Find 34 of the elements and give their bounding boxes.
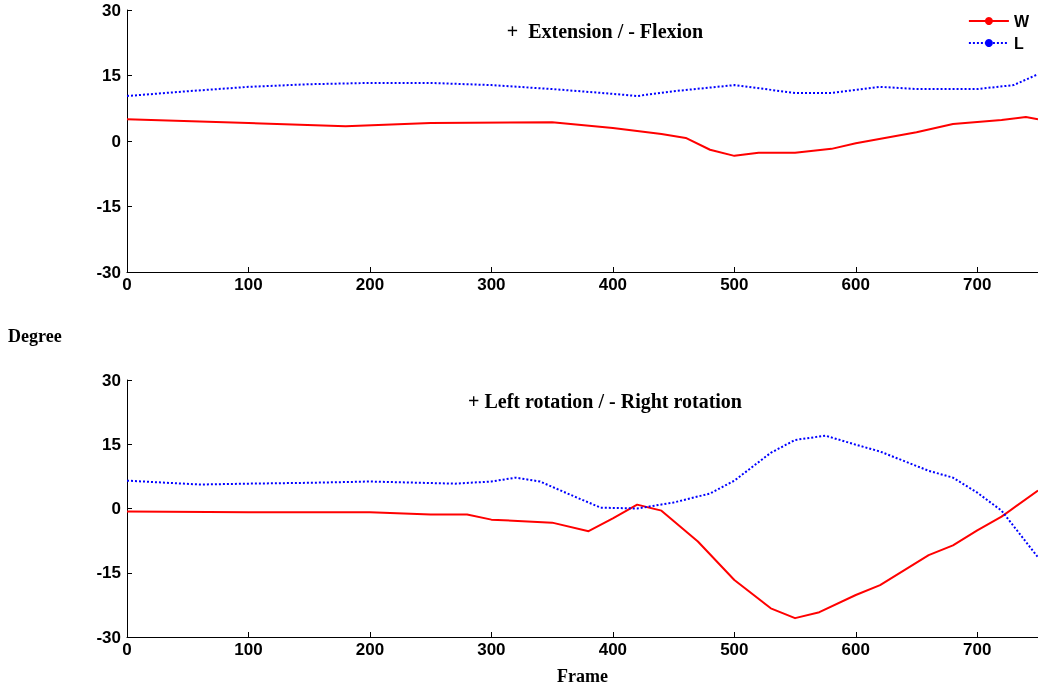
y-tick-label: 30	[102, 0, 121, 20]
x-tick-label: 300	[477, 640, 506, 659]
line-series	[126, 73, 1038, 98]
x-tick-label: 400	[598, 275, 628, 294]
x-tick-label: 600	[841, 640, 870, 659]
line-series	[126, 434, 1038, 559]
text: + Extension / - Flexion	[506, 20, 704, 42]
y-tick-label: 15	[102, 66, 121, 85]
y-tick-label: 30	[102, 370, 121, 390]
x-tick-label: 300	[477, 275, 506, 294]
x-tick-label: 100	[234, 640, 263, 659]
line-series	[126, 489, 1038, 620]
y-tick-label: 0	[111, 131, 121, 151]
text: + Left rotation / - Right rotation	[468, 390, 742, 413]
x-axis-title: Frame	[557, 666, 608, 686]
x-tick-label: 500	[720, 275, 749, 294]
y-tick-label: 0	[111, 499, 121, 518]
y-axis-title: Degree	[8, 326, 62, 347]
y-tick-label: -30	[96, 262, 121, 282]
x-tick-label: 200	[355, 640, 385, 659]
x-tick-label: 700	[963, 275, 992, 294]
x-tick-label: 200	[355, 275, 385, 294]
y-tick-label: 15	[102, 434, 121, 454]
y-tick-label: -15	[96, 197, 121, 216]
line-series	[126, 115, 1038, 157]
y-tick-label: -30	[96, 627, 121, 647]
x-tick-label: 600	[841, 275, 870, 294]
legend-label: W	[1013, 12, 1030, 30]
legend-label: L	[1013, 34, 1024, 52]
x-tick-label: 700	[963, 640, 992, 659]
y-tick-label: -15	[96, 563, 121, 583]
x-tick-label: 400	[598, 640, 628, 659]
x-tick-label: 500	[720, 640, 749, 659]
x-tick-label: 100	[234, 275, 263, 294]
